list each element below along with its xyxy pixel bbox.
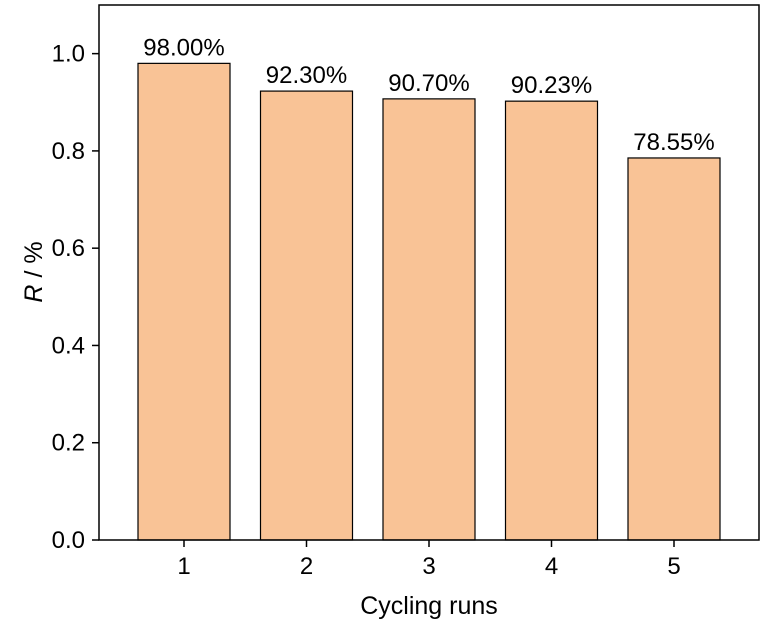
data-labels-group: 98.00% 92.30% 90.70% 90.23% 78.55% bbox=[143, 34, 714, 156]
data-label-4: 90.23% bbox=[511, 72, 592, 99]
y-tick-label-0: 0.0 bbox=[52, 527, 85, 554]
x-tick-label-3: 3 bbox=[422, 553, 435, 580]
x-tick-label-4: 4 bbox=[545, 553, 558, 580]
y-tick-label-4: 0.8 bbox=[52, 138, 85, 165]
data-label-3: 90.70% bbox=[388, 70, 469, 97]
data-label-2: 92.30% bbox=[266, 62, 347, 89]
y-tick-label-5: 1.0 bbox=[52, 41, 85, 68]
bar-5 bbox=[627, 157, 721, 541]
bar-2 bbox=[259, 90, 354, 541]
plot-frame bbox=[98, 4, 760, 541]
x-tick-label-1: 1 bbox=[177, 553, 190, 580]
data-label-1: 98.00% bbox=[143, 34, 224, 61]
y-tick-label-2: 0.4 bbox=[52, 332, 85, 359]
x-tick-label-5: 5 bbox=[667, 553, 680, 580]
bar-1 bbox=[137, 62, 231, 541]
y-axis-label-unit: / % bbox=[20, 241, 48, 284]
x-tick-label-2: 2 bbox=[300, 553, 313, 580]
bar-3 bbox=[382, 98, 476, 541]
bar-4 bbox=[504, 100, 599, 541]
bars-group bbox=[137, 62, 721, 541]
y-axis-ticks: 0.0 0.2 0.4 0.6 0.8 1.0 bbox=[52, 41, 99, 554]
x-axis-label: Cycling runs bbox=[360, 592, 498, 620]
y-axis-label: R / % bbox=[20, 241, 48, 302]
y-axis-label-symbol: R bbox=[20, 285, 48, 303]
y-tick-label-3: 0.6 bbox=[52, 235, 85, 262]
x-axis-ticks: 1 2 3 4 5 bbox=[177, 540, 681, 580]
y-tick-label-1: 0.2 bbox=[52, 430, 85, 457]
data-label-5: 78.55% bbox=[633, 129, 714, 156]
